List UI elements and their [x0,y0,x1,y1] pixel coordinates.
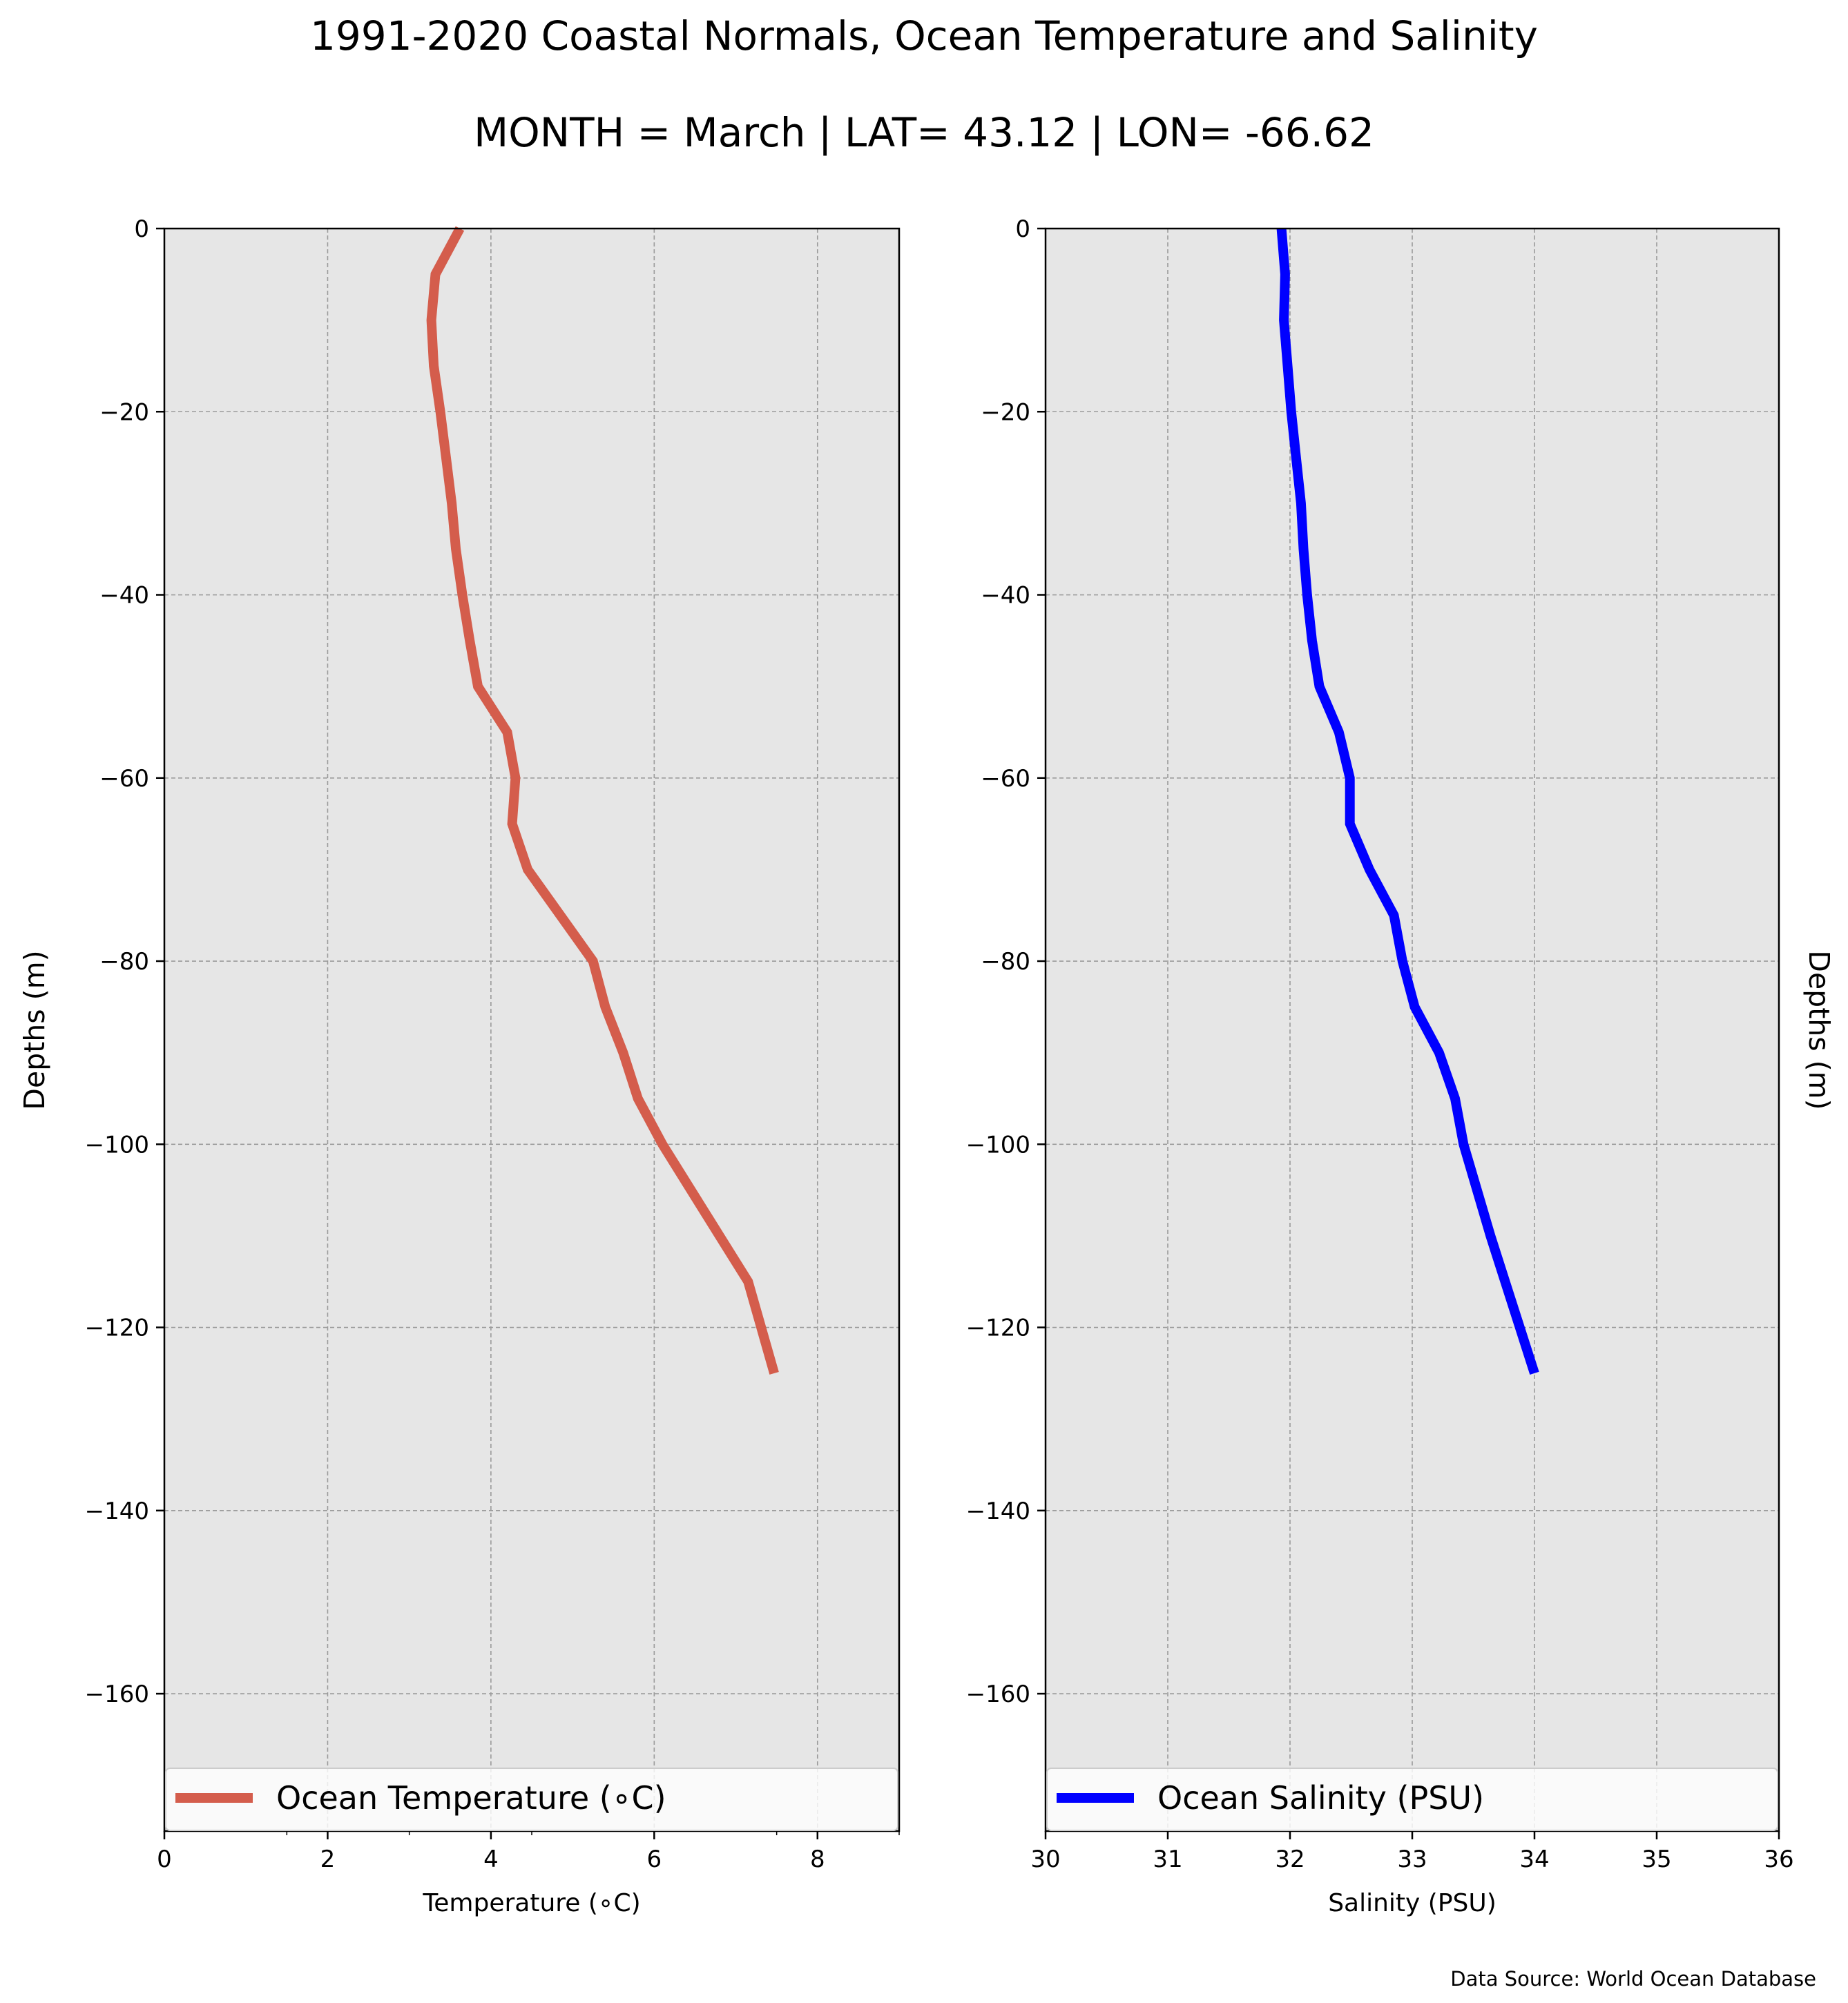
y-tick-label: −140 [966,1498,1030,1525]
temperature-panel: 0 2 4 6 8 0 −20 −40 −60 −80 −100 −120 −140 −160 Ocea… [18,215,901,1917]
x-tick-label: 8 [810,1846,825,1873]
y-tick-label: −120 [85,1315,149,1342]
x-ticks: 0 2 4 6 8 [157,1831,900,1873]
x-tick-label: 4 [483,1846,499,1873]
x-tick-label: 30 [1030,1846,1060,1873]
x-tick-label: 2 [320,1846,336,1873]
legend: Ocean Salinity (PSU) [1046,1768,1778,1831]
legend-box [1046,1768,1778,1831]
x-tick-label: 32 [1275,1846,1305,1873]
x-tick-label: 6 [647,1846,662,1873]
y-tick-label: −40 [981,582,1030,610]
y-tick-label: −100 [966,1131,1030,1159]
legend-label: Ocean Temperature (∘C) [276,1779,666,1817]
y-tick-label: −140 [85,1498,149,1525]
y-axis-label: Depths (m) [18,950,51,1110]
y-ticks: 0 −20 −40 −60 −80 −100 −120 −140 −160 [966,215,1046,1708]
legend-box [165,1768,898,1831]
y-tick-label: −100 [85,1131,149,1159]
x-axis-label: Salinity (PSU) [1328,1889,1496,1917]
legend: Ocean Temperature (∘C) [165,1768,898,1831]
plot-area [164,229,899,1831]
y-axis-label: Depths (m) [1802,950,1836,1110]
x-tick-label: 0 [157,1846,172,1873]
y-tick-label: −120 [966,1315,1030,1342]
x-tick-label: 33 [1397,1846,1427,1873]
legend-label: Ocean Salinity (PSU) [1157,1779,1484,1817]
x-tick-label: 35 [1642,1846,1671,1873]
x-tick-label: 36 [1764,1846,1793,1873]
y-tick-label: −80 [981,948,1030,976]
data-source-note: Data Source: World Ocean Database [1450,1967,1816,1991]
y-tick-label: 0 [1015,215,1030,243]
x-tick-label: 31 [1153,1846,1182,1873]
y-tick-label: 0 [134,215,149,243]
x-ticks: 30 31 32 33 34 35 36 [1030,1831,1794,1873]
y-tick-label: −160 [966,1681,1030,1708]
salinity-panel: 30 31 32 33 34 35 36 0 −20 −40 −60 −80 −100 −120 −140… [966,215,1836,1917]
y-tick-label: −160 [85,1681,149,1708]
y-tick-label: −20 [99,398,149,426]
salinity-line [1276,228,1539,1375]
x-axis-label: Temperature (∘C) [422,1889,640,1917]
figure-title: 1991-2020 Coastal Normals, Ocean Tempera… [310,12,1538,59]
y-tick-label: −20 [981,398,1030,426]
y-tick-label: −60 [99,765,149,793]
y-tick-label: −60 [981,765,1030,793]
figure-subtitle: MONTH = March | LAT= 43.12 | LON= -66.62 [474,109,1374,156]
y-tick-label: −80 [99,948,149,976]
x-tick-label: 34 [1519,1846,1549,1873]
y-tick-label: −40 [99,582,149,610]
y-ticks: 0 −20 −40 −60 −80 −100 −120 −140 −160 [85,215,164,1708]
temperature-line [426,226,779,1375]
